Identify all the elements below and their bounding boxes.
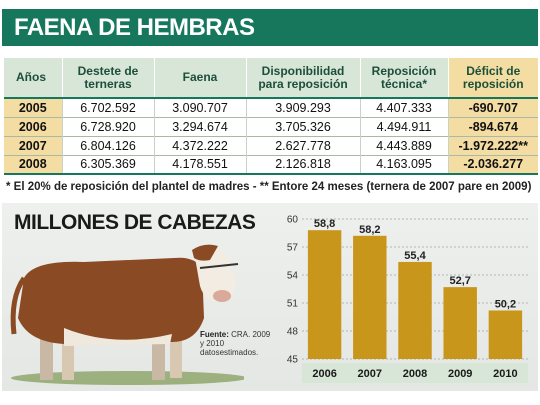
col-header-disponibilidad: Disponibilidad para reposición <box>246 58 361 98</box>
cell-deficit: -1.972.222** <box>448 135 538 155</box>
bar-2009 <box>443 287 477 359</box>
x-label-band <box>302 363 528 383</box>
bar-2006 <box>307 230 342 359</box>
cell-faena: 3.090.707 <box>154 97 247 117</box>
table-row: 2007 6.804.126 4.372.222 2.627.778 4.443… <box>4 135 538 155</box>
col-header-faena: Faena <box>154 58 247 98</box>
col-header-reposicion: Reposición técnica* <box>360 58 449 98</box>
table-row: 2008 6.305.369 4.178.551 2.126.818 4.163… <box>4 154 538 175</box>
col-header-anos: Años <box>4 58 63 98</box>
y-tick-label: 48 <box>287 327 299 338</box>
cell-reposicion: 4.163.095 <box>360 154 449 175</box>
cell-disponibilidad: 2.627.778 <box>246 135 361 155</box>
page-title: FAENA DE HEMBRAS <box>14 14 255 41</box>
bar-value-label: 55,4 <box>404 250 426 262</box>
cell-reposicion: 4.494.911 <box>360 116 449 136</box>
bar-value-label: 58,8 <box>314 218 335 230</box>
table-row: 2005 6.702.592 3.090.707 3.909.293 4.407… <box>4 97 538 117</box>
cell-disponibilidad: 3.705.326 <box>246 116 361 136</box>
y-tick-label: 54 <box>287 271 299 282</box>
cell-destete: 6.804.126 <box>62 135 155 155</box>
cell-faena: 4.372.222 <box>154 135 247 155</box>
cell-reposicion: 4.407.333 <box>360 97 449 117</box>
bar-2008 <box>398 261 432 359</box>
table-row: 2006 6.728.920 3.294.674 3.705.326 4.494… <box>4 116 538 136</box>
faena-table: Años Destete de terneras Faena Disponibi… <box>4 58 538 175</box>
y-tick-label: 51 <box>287 299 299 310</box>
cell-disponibilidad: 3.909.293 <box>246 97 361 117</box>
chart-title: MILLONES DE CABEZAS <box>14 211 256 234</box>
x-tick-label: 2010 <box>493 368 517 380</box>
cell-faena: 3.294.674 <box>154 116 247 136</box>
cell-destete: 6.728.920 <box>62 116 155 136</box>
source-label: Fuente: <box>200 330 229 339</box>
y-tick-label: 45 <box>287 355 299 366</box>
col-header-destete: Destete de terneras <box>62 58 155 98</box>
title-banner: FAENA DE HEMBRAS <box>2 9 538 46</box>
x-tick-label: 2008 <box>403 368 427 380</box>
y-tick-label: 57 <box>287 243 299 254</box>
cell-disponibilidad: 2.126.818 <box>246 154 361 175</box>
source-text: CRA. 2009 y 2010 datosestimados. <box>200 330 271 357</box>
cell-deficit: -2.036.277 <box>448 154 538 175</box>
bar-value-label: 50,2 <box>495 298 516 310</box>
cell-year: 2007 <box>4 135 63 155</box>
bar-value-label: 52,7 <box>449 275 470 287</box>
cell-year: 2006 <box>4 116 63 136</box>
cell-destete: 6.702.592 <box>62 97 155 117</box>
cell-reposicion: 4.443.889 <box>360 135 449 155</box>
x-tick-label: 2007 <box>358 368 382 380</box>
cell-year: 2008 <box>4 154 63 175</box>
cell-deficit: -690.707 <box>448 97 538 117</box>
chart-source: Fuente: CRA. 2009 y 2010 datosestimados. <box>200 330 272 357</box>
x-tick-label: 2009 <box>448 368 472 380</box>
cell-year: 2005 <box>4 97 63 117</box>
col-header-deficit: Déficit de reposición <box>448 58 538 98</box>
bar-value-label: 58,2 <box>359 224 380 236</box>
cow-illustration <box>10 244 244 385</box>
x-tick-label: 2006 <box>312 368 336 380</box>
bar-chart: 45 48 51 54 57 60 58,8 58,2 55,4 52,7 50,2 2006 20… <box>287 215 528 383</box>
table-header-row: Años Destete de terneras Faena Disponibi… <box>4 58 538 98</box>
bar-2010 <box>488 310 523 359</box>
table-footnote: * El 20% de reposición del plantel de ma… <box>6 181 532 193</box>
cell-faena: 4.178.551 <box>154 154 247 175</box>
cell-destete: 6.305.369 <box>62 154 155 175</box>
bar-2007 <box>353 235 387 359</box>
cell-deficit: -894.674 <box>448 116 538 136</box>
y-tick-label: 60 <box>287 215 299 226</box>
